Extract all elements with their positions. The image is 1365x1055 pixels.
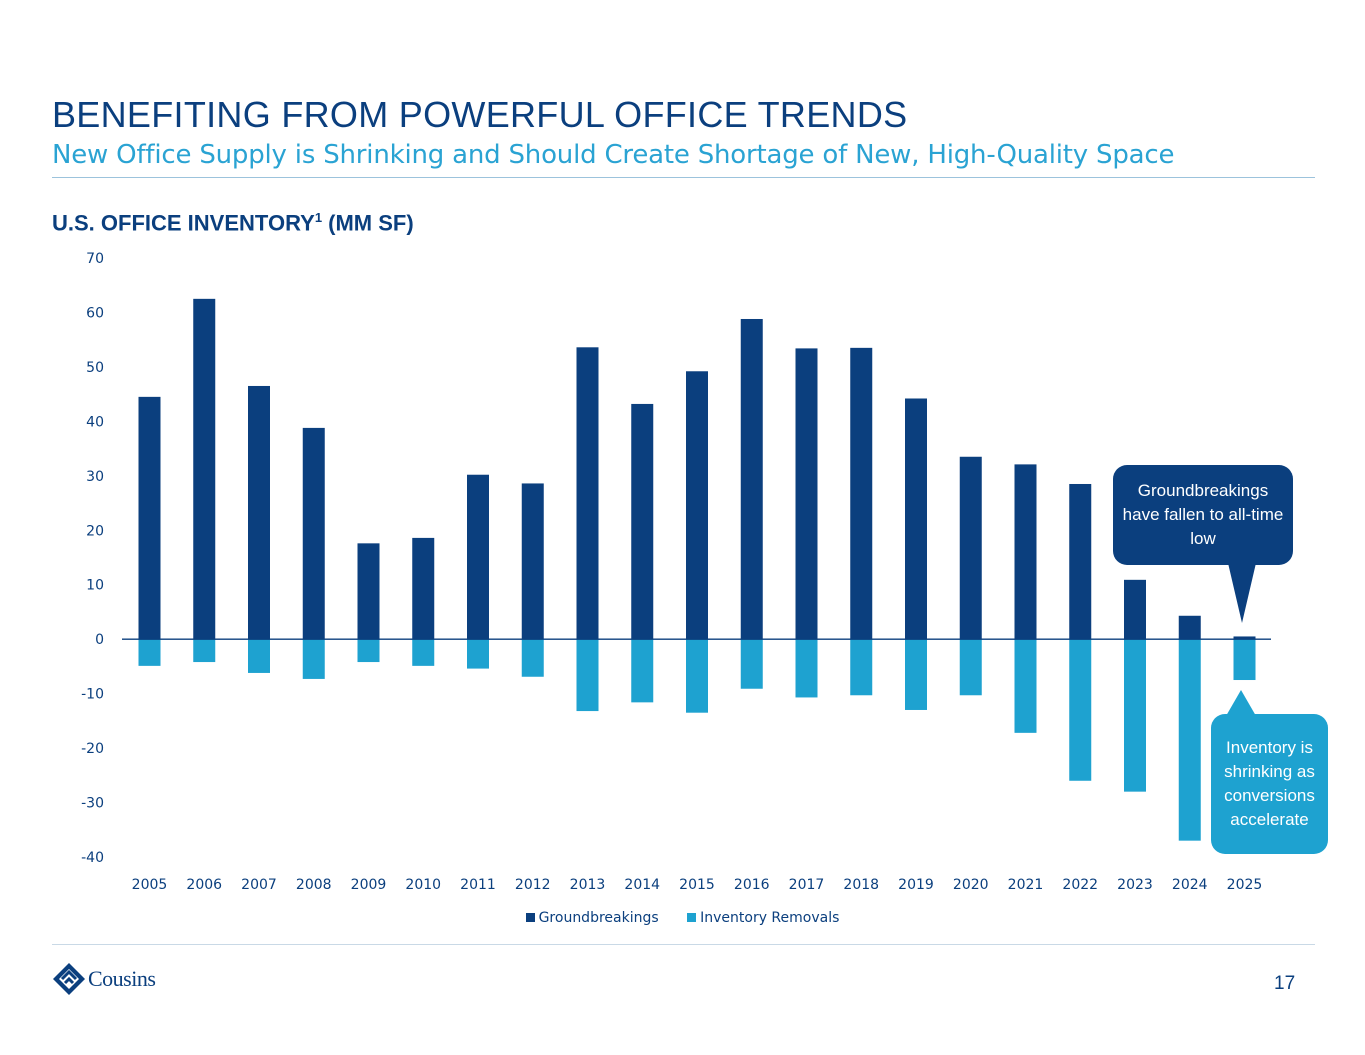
bar-inventory-removals — [1069, 639, 1092, 781]
x-tick-label: 2023 — [1117, 877, 1153, 893]
x-tick-label: 2006 — [186, 877, 222, 893]
x-tick-label: 2024 — [1172, 877, 1208, 893]
bar-inventory-removals — [1014, 639, 1037, 733]
chart-heading: U.S. OFFICE INVENTORY1 (MM SF) — [52, 210, 414, 236]
cousins-logo-icon — [53, 963, 85, 995]
bar-inventory-removals — [740, 639, 763, 689]
bar-groundbreakings — [302, 427, 325, 640]
x-tick-label: 2020 — [953, 877, 989, 893]
bar-inventory-removals — [521, 639, 544, 677]
bar-groundbreakings — [850, 347, 873, 640]
y-tick-label: 40 — [86, 414, 104, 430]
bar-inventory-removals — [1178, 639, 1201, 841]
y-tick-label: 70 — [86, 251, 104, 267]
x-tick-label: 2007 — [241, 877, 277, 893]
bar-groundbreakings — [412, 537, 435, 640]
bar-inventory-removals — [576, 639, 599, 712]
bar-groundbreakings — [905, 398, 927, 640]
bar-groundbreakings — [1069, 483, 1092, 640]
chart-heading-unit: (MM SF) — [322, 210, 414, 236]
x-tick-label: 2012 — [515, 877, 551, 893]
bar-groundbreakings — [357, 543, 380, 640]
cousins-logo: Cousins — [52, 962, 156, 996]
bar-groundbreakings — [1014, 464, 1037, 640]
callout-inventory-removals: Inventory is shrinking as conversions ac… — [1211, 714, 1328, 854]
bar-groundbreakings — [193, 298, 216, 640]
bar-inventory-removals — [248, 639, 270, 673]
y-tick-label: -20 — [81, 741, 104, 757]
page-number: 17 — [1274, 973, 1296, 994]
bar-inventory-removals — [1233, 639, 1256, 681]
y-tick-label: -40 — [81, 850, 104, 866]
bar-groundbreakings — [631, 403, 654, 640]
y-tick-label: 0 — [95, 632, 104, 648]
callout-groundbreakings: Groundbreakings have fallen to all-time … — [1113, 465, 1293, 565]
slide-title: BENEFITING FROM POWERFUL OFFICE TRENDS — [52, 94, 908, 135]
y-tick-label: -30 — [81, 796, 104, 812]
bar-groundbreakings — [959, 456, 982, 640]
x-tick-label: 2015 — [679, 877, 715, 893]
y-tick-label: 30 — [86, 469, 104, 485]
legend-item-groundbreakings: Groundbreakings — [525, 910, 659, 926]
footer-divider — [52, 944, 1315, 945]
bar-inventory-removals — [357, 639, 380, 663]
cousins-logo-text: Cousins — [88, 966, 156, 991]
bar-inventory-removals — [138, 639, 161, 666]
bar-inventory-removals — [467, 639, 489, 669]
chart-heading-text: U.S. OFFICE INVENTORY — [52, 210, 315, 236]
bar-inventory-removals — [905, 639, 927, 710]
bar-inventory-removals — [959, 639, 982, 696]
x-tick-label: 2014 — [624, 877, 660, 893]
slide-subtitle: New Office Supply is Shrinking and Shoul… — [52, 140, 1175, 170]
x-tick-label: 2022 — [1062, 877, 1098, 893]
bar-inventory-removals — [193, 639, 216, 663]
bar-inventory-removals — [631, 639, 654, 703]
y-tick-label: 50 — [86, 360, 104, 376]
bar-inventory-removals — [686, 639, 708, 713]
bar-inventory-removals — [795, 639, 818, 698]
legend-swatch-inventory-removals — [687, 913, 697, 922]
bar-inventory-removals — [302, 639, 325, 679]
bar-groundbreakings — [248, 385, 270, 640]
legend-swatch-groundbreakings — [525, 913, 535, 922]
x-tick-label: 2021 — [1008, 877, 1044, 893]
bar-groundbreakings — [138, 396, 161, 640]
bar-groundbreakings — [795, 348, 818, 640]
x-tick-label: 2011 — [460, 877, 496, 893]
x-tick-label: 2017 — [789, 877, 825, 893]
chart-heading-footnote: 1 — [314, 210, 323, 225]
y-tick-label: -10 — [81, 687, 104, 703]
y-tick-label: 60 — [86, 305, 104, 321]
y-tick-label: 10 — [86, 578, 104, 594]
bar-inventory-removals — [850, 639, 873, 696]
x-tick-label: 2005 — [132, 877, 168, 893]
x-tick-label: 2013 — [570, 877, 606, 893]
bar-groundbreakings — [467, 474, 489, 640]
bar-groundbreakings — [576, 347, 599, 640]
chart-legend: Groundbreakings Inventory Removals — [0, 910, 1365, 926]
legend-label-groundbreakings: Groundbreakings — [538, 910, 659, 926]
bar-groundbreakings — [686, 371, 708, 640]
x-tick-label: 2009 — [351, 877, 387, 893]
x-tick-label: 2025 — [1227, 877, 1263, 893]
bar-groundbreakings — [740, 318, 763, 640]
x-tick-label: 2018 — [843, 877, 879, 893]
x-tick-label: 2010 — [405, 877, 441, 893]
legend-label-inventory-removals: Inventory Removals — [700, 910, 840, 926]
bar-groundbreakings — [1178, 615, 1201, 640]
bar-groundbreakings — [1233, 636, 1256, 640]
legend-item-inventory-removals: Inventory Removals — [687, 910, 839, 926]
bar-inventory-removals — [1124, 639, 1146, 792]
x-tick-label: 2008 — [296, 877, 332, 893]
bar-groundbreakings — [1124, 579, 1146, 640]
x-tick-label: 2016 — [734, 877, 770, 893]
title-divider — [52, 177, 1315, 178]
y-tick-label: 20 — [86, 523, 104, 539]
x-tick-label: 2019 — [898, 877, 934, 893]
bar-groundbreakings — [521, 483, 544, 640]
bar-inventory-removals — [412, 639, 435, 666]
